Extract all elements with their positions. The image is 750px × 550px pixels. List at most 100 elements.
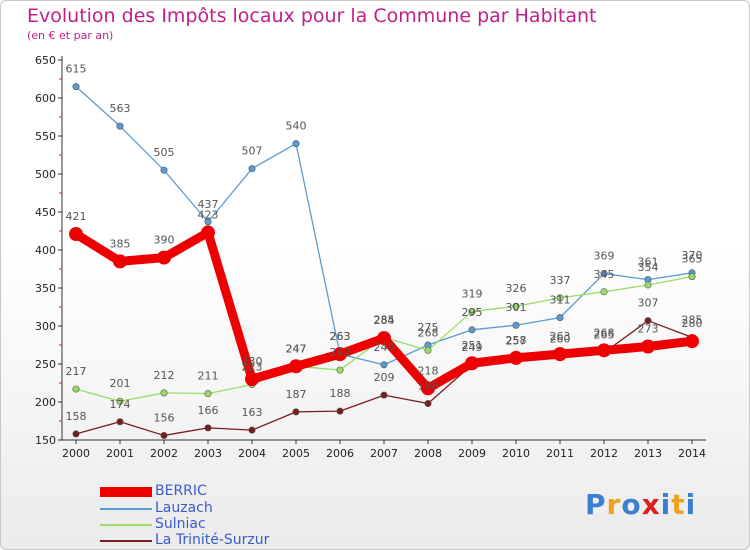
data-point-lauzach	[512, 321, 520, 329]
data-label-berric: 284	[374, 314, 395, 327]
data-point-berric	[289, 359, 303, 374]
logo-letter: i	[685, 488, 697, 521]
data-label-berric: 423	[198, 209, 219, 222]
legend-swatch-sulniac	[100, 524, 152, 526]
data-point-lauzach	[160, 166, 168, 174]
data-label-lauzach: 311	[550, 294, 571, 307]
data-label-berric: 385	[110, 237, 131, 250]
data-point-berric	[597, 343, 611, 358]
data-point-la-trinite-surzur	[116, 418, 124, 426]
data-point-la-trinite-surzur	[292, 408, 300, 416]
data-point-sulniac	[336, 366, 344, 374]
data-point-lauzach	[600, 270, 608, 278]
x-tick-label: 2014	[678, 447, 706, 460]
y-tick-label: 550	[35, 130, 56, 143]
data-label-lauzach: 263	[330, 330, 351, 343]
data-label-la-trinite-surzur: 209	[374, 371, 395, 384]
y-tick-label: 200	[35, 396, 56, 409]
data-label-berric: 258	[506, 334, 527, 347]
data-point-la-trinite-surzur	[336, 407, 344, 415]
x-tick-label: 2010	[502, 447, 530, 460]
data-label-berric: 251	[462, 339, 483, 352]
logo-letter: t	[671, 488, 686, 521]
data-label-la-trinite-surzur: 249	[462, 341, 483, 354]
data-label-sulniac: 247	[286, 342, 307, 355]
logo-letter: x	[641, 488, 661, 521]
data-point-berric	[377, 331, 391, 346]
data-point-la-trinite-surzur	[644, 317, 652, 325]
data-point-sulniac	[600, 288, 608, 296]
data-label-berric: 247	[286, 342, 307, 355]
data-label-sulniac: 223	[242, 361, 263, 374]
data-label-la-trinite-surzur: 156	[154, 411, 175, 424]
data-label-lauzach: 437	[198, 198, 219, 211]
x-tick-label: 2008	[414, 447, 442, 460]
data-point-berric	[333, 347, 347, 362]
data-label-la-trinite-surzur: 285	[682, 313, 703, 326]
legend-swatch-berric	[100, 487, 152, 497]
data-label-sulniac: 201	[110, 377, 131, 390]
data-label-berric: 230	[242, 355, 263, 368]
x-tick-label: 2001	[106, 447, 134, 460]
data-label-berric: 421	[66, 210, 87, 223]
data-point-la-trinite-surzur	[204, 424, 212, 432]
data-label-la-trinite-surzur: 187	[286, 388, 307, 401]
x-tick-label: 2009	[458, 447, 486, 460]
data-label-sulniac: 326	[506, 282, 527, 295]
data-point-sulniac	[424, 346, 432, 354]
data-point-berric	[245, 372, 259, 387]
data-point-lauzach	[248, 165, 256, 173]
x-tick-label: 2002	[150, 447, 178, 460]
data-point-lauzach	[204, 218, 212, 226]
logo-letter: r	[606, 488, 622, 521]
data-point-berric	[421, 381, 435, 396]
data-label-lauzach: 615	[66, 63, 87, 76]
data-point-sulniac	[468, 308, 476, 316]
x-tick-label: 2004	[238, 447, 266, 460]
data-label-sulniac: 337	[550, 274, 571, 287]
legend-swatch-la-trinite-surzur	[100, 540, 152, 542]
data-label-la-trinite-surzur: 163	[242, 406, 263, 419]
x-tick-label: 2003	[194, 447, 222, 460]
data-point-lauzach	[556, 314, 564, 322]
y-tick-label: 450	[35, 206, 56, 219]
data-label-sulniac: 365	[682, 253, 703, 266]
data-point-sulniac	[72, 385, 80, 393]
data-label-la-trinite-surzur: 307	[638, 297, 659, 310]
data-label-la-trinite-surzur: 188	[330, 387, 351, 400]
data-point-berric	[553, 347, 567, 362]
data-point-berric	[465, 356, 479, 371]
data-point-sulniac	[204, 390, 212, 398]
data-label-lauzach: 361	[638, 256, 659, 269]
logo-letter: o	[621, 488, 642, 521]
x-tick-label: 2007	[370, 447, 398, 460]
data-point-sulniac	[644, 281, 652, 289]
data-label-lauzach: 540	[286, 120, 307, 133]
data-point-berric	[69, 227, 83, 242]
data-label-berric: 263	[330, 330, 351, 343]
data-label-sulniac: 345	[594, 268, 615, 281]
y-tick-label: 300	[35, 320, 56, 333]
x-tick-label: 2006	[326, 447, 354, 460]
data-label-berric: 268	[594, 326, 615, 339]
legend-label-berric: BERRIC	[155, 483, 207, 499]
data-point-la-trinite-surzur	[380, 391, 388, 399]
data-point-lauzach	[116, 122, 124, 130]
data-label-la-trinite-surzur: 265	[594, 329, 615, 342]
data-label-berric: 273	[638, 323, 659, 336]
y-tick-label: 250	[35, 358, 56, 371]
data-label-sulniac: 217	[66, 365, 87, 378]
legend-label-la-trinite-surzur: La Trinité-Surzur	[155, 532, 270, 548]
x-tick-label: 2000	[62, 447, 90, 460]
data-label-lauzach: 275	[418, 321, 439, 334]
data-point-berric	[201, 225, 215, 240]
data-label-sulniac: 319	[462, 288, 483, 301]
data-point-sulniac	[512, 302, 520, 310]
y-tick-label: 600	[35, 92, 56, 105]
data-label-sulniac: 354	[638, 261, 659, 274]
data-label-la-trinite-surzur: 166	[198, 404, 219, 417]
data-label-lauzach: 301	[506, 301, 527, 314]
data-label-la-trinite-surzur: 257	[506, 335, 527, 348]
y-tick-label: 500	[35, 168, 56, 181]
